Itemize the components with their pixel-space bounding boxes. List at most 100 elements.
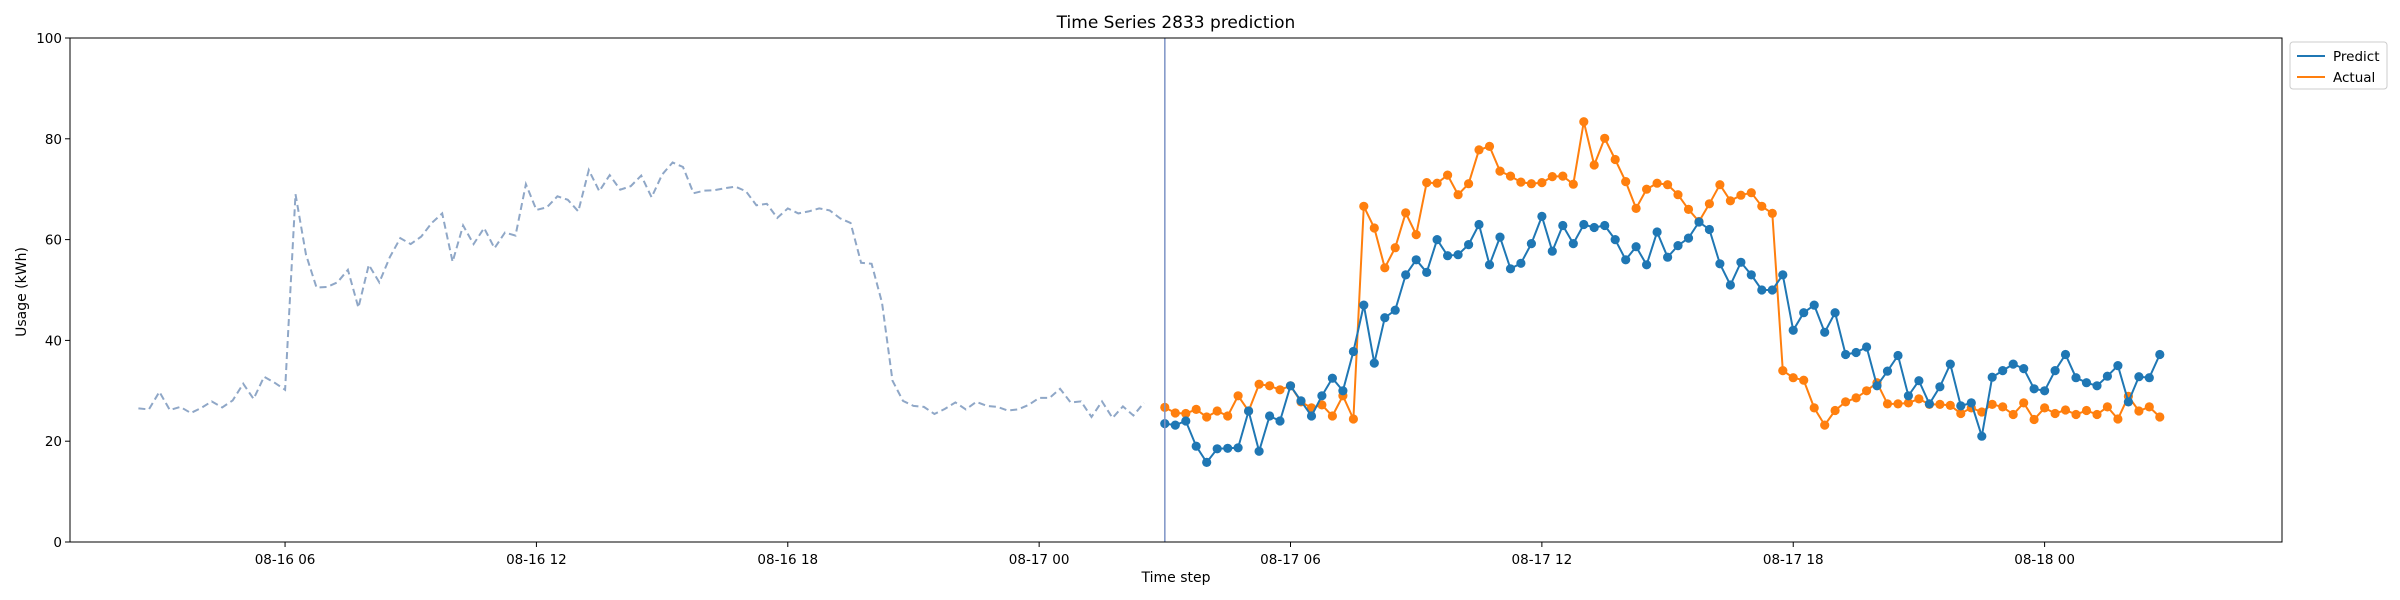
predict-point (1830, 308, 1840, 318)
predict-point (1631, 242, 1641, 252)
legend-label-predict: Predict (2333, 49, 2380, 65)
predict-point (1306, 411, 1317, 421)
history-line (138, 161, 1145, 420)
actual-point (1767, 208, 1777, 218)
y-tick-label: 80 (45, 132, 62, 148)
actual-point (2060, 405, 2071, 415)
predict-point (1757, 285, 1767, 295)
predict-point (1914, 376, 1924, 386)
predict-point (1568, 239, 1578, 249)
actual-point (1380, 263, 1390, 273)
actual-point (1516, 177, 1526, 187)
x-tick-label: 08-16 18 (757, 552, 818, 568)
predict-point (2123, 397, 2133, 407)
actual-point (1841, 397, 1851, 407)
actual-point (1484, 141, 1495, 151)
actual-point (1359, 201, 1369, 211)
predict-point (2092, 381, 2102, 391)
predict-point (2029, 384, 2039, 394)
actual-point (1642, 184, 1652, 194)
actual-point (1170, 408, 1180, 418)
predict-point (1956, 401, 1966, 411)
actual-point (2071, 409, 2081, 420)
actual-point (1977, 407, 1987, 417)
actual-point (1820, 420, 1830, 430)
actual-point (1914, 394, 1924, 404)
actual-point (1191, 404, 1201, 414)
predict-point (1202, 457, 1212, 467)
actual-point (1212, 406, 1222, 416)
predict-point (1390, 305, 1400, 315)
actual-point (2040, 403, 2050, 413)
y-tick-label: 60 (45, 233, 62, 249)
predict-point (1191, 441, 1201, 451)
actual-point (1317, 400, 1327, 410)
predict-point (2113, 361, 2123, 371)
actual-point (2092, 409, 2102, 420)
predict-point (2155, 349, 2165, 360)
predict-point (1474, 219, 1484, 230)
predict-point (1924, 399, 1934, 409)
actual-point (1401, 208, 1411, 218)
actual-point (1390, 243, 1400, 253)
predict-point (1872, 381, 1882, 391)
actual-point (1579, 117, 1589, 127)
predict-point (1799, 308, 1809, 318)
actual-point (1327, 411, 1337, 421)
actual-point (1799, 375, 1809, 385)
actual-point (1935, 399, 1945, 409)
x-tick-label: 08-17 12 (1512, 552, 1573, 568)
y-tick-label: 0 (53, 535, 62, 551)
actual-point (1254, 379, 1264, 389)
actual-point (2081, 405, 2092, 416)
actual-point (1809, 403, 1819, 413)
predict-point (1935, 382, 1945, 392)
actual-point (1202, 412, 1212, 422)
actual-point (1181, 408, 1191, 419)
predict-point (1547, 246, 1557, 256)
actual-point (2050, 408, 2060, 419)
actual-point (1474, 145, 1484, 155)
actual-point (2113, 414, 2123, 424)
actual-point (1736, 190, 1746, 200)
actual-point (1275, 385, 1285, 395)
series-predict (1160, 211, 2165, 467)
predict-point (2040, 386, 2050, 396)
actual-point (1610, 154, 1620, 165)
predict-point (2102, 371, 2112, 381)
actual-point (1443, 170, 1453, 180)
actual-point (1369, 223, 1379, 233)
predict-point (1579, 219, 1589, 230)
actual-point (2102, 402, 2112, 412)
predict-point (1317, 391, 1327, 401)
predict-point (1945, 359, 1955, 369)
predict-point (1422, 267, 1432, 277)
predict-point (1610, 235, 1620, 245)
predict-point (2060, 349, 2071, 360)
actual-point (1631, 203, 1641, 213)
legend-label-actual: Actual (2333, 70, 2375, 86)
predict-point (1181, 416, 1191, 426)
actual-point (1589, 160, 1599, 170)
actual-point (2134, 406, 2144, 416)
actual-point (1568, 179, 1578, 189)
series-layer (1160, 117, 2165, 467)
y-tick-label: 40 (45, 333, 62, 349)
predict-point (1212, 444, 1222, 454)
actual-point (1683, 204, 1694, 214)
predict-point (2019, 364, 2029, 374)
predict-point (1443, 251, 1453, 261)
predict-point (1903, 391, 1913, 401)
actual-point (2019, 398, 2029, 408)
predict-point (1694, 217, 1704, 227)
actual-point (1348, 414, 1358, 424)
predict-point (1736, 257, 1746, 267)
y-axis: 0 20 40 60 80 100 (36, 31, 70, 551)
actual-point (1411, 230, 1421, 240)
actual-point (1663, 180, 1673, 190)
history-layer (138, 161, 1145, 420)
actual-point (1432, 178, 1442, 188)
predict-point (1233, 443, 1243, 453)
predict-point (1348, 346, 1358, 357)
